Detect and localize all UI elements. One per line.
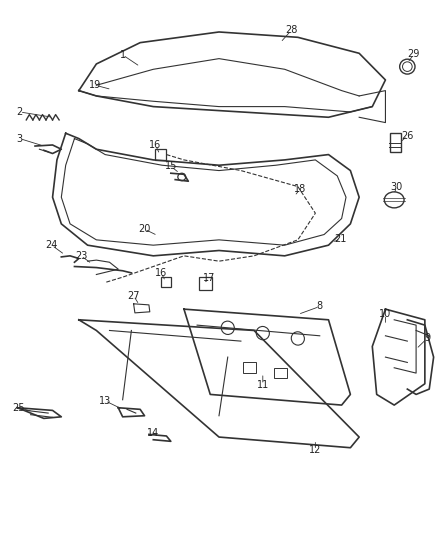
Text: 27: 27 (127, 291, 140, 301)
Text: 16: 16 (149, 140, 162, 150)
Text: 17: 17 (203, 273, 215, 283)
Text: 13: 13 (99, 396, 111, 406)
Bar (274, 368, 287, 378)
Text: 20: 20 (138, 224, 151, 234)
Text: 16: 16 (155, 268, 167, 278)
Text: 25: 25 (12, 403, 25, 413)
Text: 2: 2 (17, 107, 23, 117)
Bar (243, 362, 256, 373)
Text: 1: 1 (120, 50, 126, 60)
Text: 12: 12 (309, 446, 321, 455)
Text: 28: 28 (285, 26, 297, 35)
Text: 11: 11 (257, 380, 269, 390)
Text: 21: 21 (335, 234, 347, 244)
Bar (161, 277, 171, 287)
Text: 29: 29 (408, 50, 420, 59)
Text: 9: 9 (424, 334, 430, 343)
Text: 8: 8 (317, 302, 323, 311)
Text: 3: 3 (17, 134, 23, 143)
Text: 19: 19 (89, 80, 102, 90)
Text: 30: 30 (390, 182, 403, 191)
Bar (155, 149, 166, 160)
Text: 14: 14 (147, 428, 159, 438)
Text: 23: 23 (75, 251, 87, 261)
Text: 15: 15 (165, 161, 177, 171)
Text: 18: 18 (294, 184, 306, 194)
Bar (390, 133, 401, 152)
Text: 24: 24 (46, 240, 58, 250)
Bar (199, 277, 212, 290)
Text: 26: 26 (401, 131, 413, 141)
Text: 10: 10 (379, 310, 392, 319)
